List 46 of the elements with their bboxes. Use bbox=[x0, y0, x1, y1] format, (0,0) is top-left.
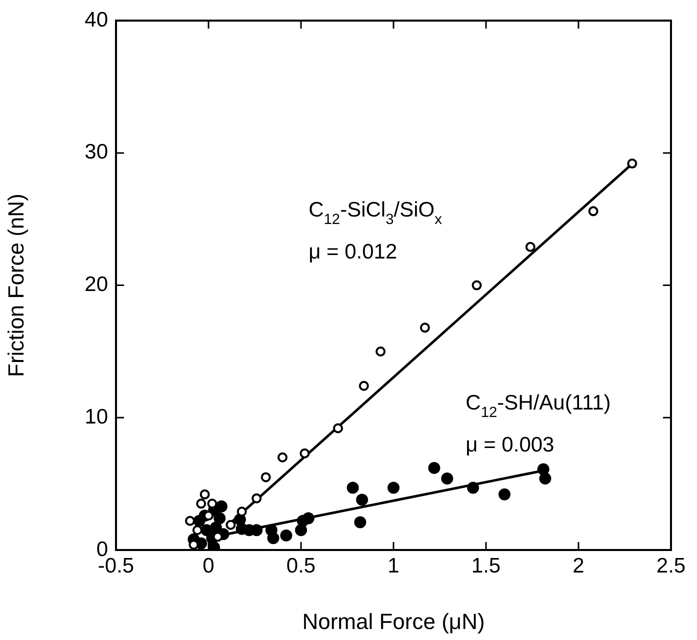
x-tick-label: 2.5 bbox=[656, 554, 686, 578]
point bbox=[226, 520, 236, 530]
point bbox=[265, 524, 278, 536]
point bbox=[441, 472, 454, 485]
x-axis-title: Normal Force (μN) bbox=[302, 608, 485, 634]
point bbox=[472, 280, 482, 290]
x-tick-label: 0 bbox=[202, 554, 214, 578]
point bbox=[376, 346, 386, 356]
point bbox=[356, 494, 368, 506]
annotation: μ = 0.003 bbox=[466, 434, 554, 457]
x-tick-label: 1.5 bbox=[471, 554, 501, 578]
point bbox=[200, 489, 210, 500]
x-tick-label: 1 bbox=[388, 554, 400, 578]
point bbox=[252, 493, 262, 504]
point bbox=[280, 529, 292, 542]
point bbox=[278, 452, 288, 462]
point bbox=[428, 462, 440, 474]
y-tick-label: 10 bbox=[84, 405, 108, 428]
point bbox=[354, 516, 366, 528]
point bbox=[498, 488, 510, 500]
point bbox=[346, 482, 359, 494]
point bbox=[467, 482, 480, 494]
y-tick-label: 40 bbox=[84, 8, 108, 32]
point bbox=[588, 206, 598, 216]
annotation: μ = 0.012 bbox=[308, 240, 398, 264]
point bbox=[627, 158, 638, 169]
point bbox=[236, 506, 247, 517]
point bbox=[260, 472, 271, 482]
y-tick-label: 20 bbox=[84, 273, 108, 296]
y-tick-label: 30 bbox=[84, 140, 108, 164]
point bbox=[192, 525, 202, 536]
point bbox=[214, 512, 226, 524]
point bbox=[207, 498, 218, 509]
y-axis-title: Friction Force (nN) bbox=[3, 194, 28, 377]
point bbox=[539, 472, 552, 485]
point bbox=[300, 448, 310, 458]
point bbox=[420, 322, 430, 333]
point bbox=[388, 482, 400, 494]
point bbox=[333, 423, 343, 434]
x-tick-label: 2 bbox=[572, 554, 584, 578]
point bbox=[196, 498, 206, 509]
point bbox=[295, 524, 307, 536]
point bbox=[185, 516, 195, 526]
point bbox=[525, 242, 536, 252]
x-tick-label: 0.5 bbox=[286, 554, 316, 578]
point bbox=[358, 380, 369, 391]
